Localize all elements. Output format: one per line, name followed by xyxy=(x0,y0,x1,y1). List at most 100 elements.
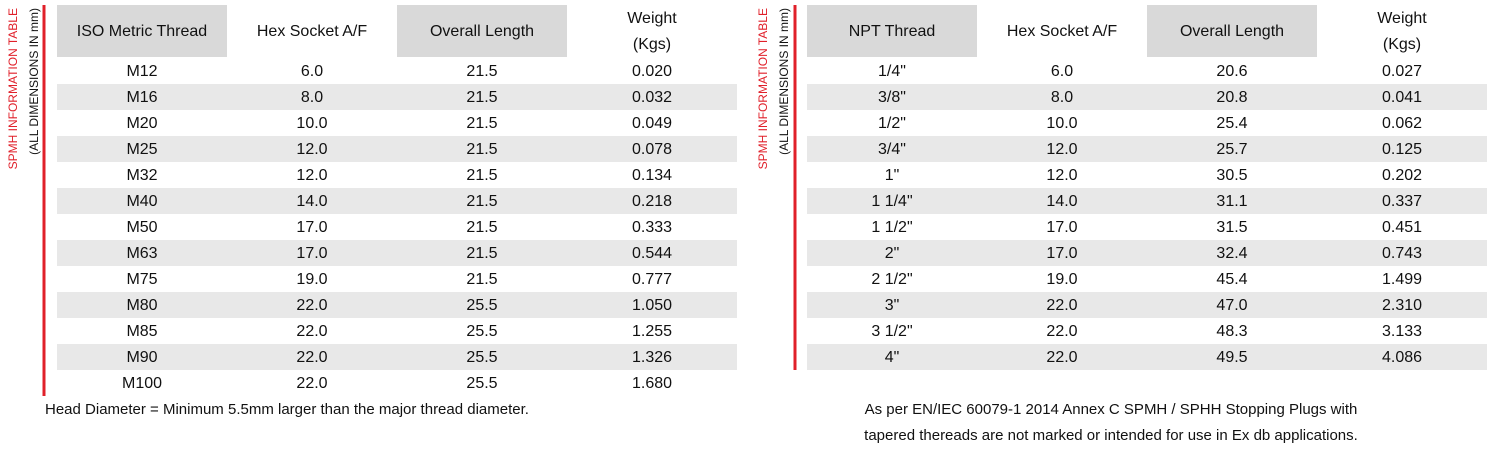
row-background xyxy=(807,214,1487,240)
table-cell: 1" xyxy=(885,167,900,184)
table-cell: 25.5 xyxy=(466,297,497,314)
table-cell: 47.0 xyxy=(1216,297,1247,314)
side-label: SPMH INFORMATION TABLE xyxy=(756,8,770,169)
table-cell: 0.134 xyxy=(632,167,672,184)
table-cell: 22.0 xyxy=(1046,349,1077,366)
column-header: (Kgs) xyxy=(1383,36,1421,53)
table-cell: 22.0 xyxy=(296,297,327,314)
table-cell: 21.5 xyxy=(466,89,497,106)
table-cell: M90 xyxy=(126,349,157,366)
row-background xyxy=(57,370,737,396)
row-background xyxy=(807,292,1487,318)
header-cell xyxy=(1317,5,1487,57)
table-cell: 1/4" xyxy=(878,63,906,80)
table-cell: 21.5 xyxy=(466,193,497,210)
row-background xyxy=(807,344,1487,370)
row-background xyxy=(807,162,1487,188)
table-cell: 31.5 xyxy=(1216,219,1247,236)
row-background xyxy=(807,188,1487,214)
table-cell: 12.0 xyxy=(296,141,327,158)
table-cell: 0.544 xyxy=(632,245,672,262)
column-header: Hex Socket A/F xyxy=(257,23,367,40)
table-cell: 19.0 xyxy=(296,271,327,288)
table-cell: 45.4 xyxy=(1216,271,1247,288)
row-background xyxy=(57,240,737,266)
table-cell: 1.050 xyxy=(632,297,672,314)
table-cell: 21.5 xyxy=(466,63,497,80)
column-header: ISO Metric Thread xyxy=(77,23,207,40)
table-cell: M40 xyxy=(126,193,157,210)
side-label: SPMH INFORMATION TABLE xyxy=(6,8,20,169)
table-cell: 21.5 xyxy=(466,167,497,184)
table-cell: 3" xyxy=(885,297,900,314)
footnote: Head Diameter = Minimum 5.5mm larger tha… xyxy=(45,401,529,418)
row-background xyxy=(57,110,737,136)
table-cell: 19.0 xyxy=(1046,271,1077,288)
table-cell: M16 xyxy=(126,89,157,106)
table-cell: 21.5 xyxy=(466,245,497,262)
table-cell: 3/8" xyxy=(878,89,906,106)
row-background xyxy=(57,84,737,110)
row-background xyxy=(57,318,737,344)
table-cell: 1/2" xyxy=(878,115,906,132)
table-cell: 21.5 xyxy=(466,219,497,236)
table-cell: 8.0 xyxy=(301,89,323,106)
table-cell: 48.3 xyxy=(1216,323,1247,340)
table-cell: 20.6 xyxy=(1216,63,1247,80)
column-header: Weight xyxy=(627,10,677,27)
table-cell: 0.062 xyxy=(1382,115,1422,132)
header-cell xyxy=(567,5,737,57)
column-header: Overall Length xyxy=(430,23,534,40)
row-background xyxy=(57,292,737,318)
row-background xyxy=(807,136,1487,162)
table-cell: 0.451 xyxy=(1382,219,1422,236)
header-cell xyxy=(227,5,397,57)
table-cell: 0.333 xyxy=(632,219,672,236)
row-background xyxy=(807,318,1487,344)
header-cell xyxy=(977,5,1147,57)
table-cell: M63 xyxy=(126,245,157,262)
table-cell: M25 xyxy=(126,141,157,158)
table-cell: 17.0 xyxy=(1046,245,1077,262)
table-cell: 14.0 xyxy=(296,193,327,210)
header-cell xyxy=(1147,5,1317,57)
table-cell: 1.680 xyxy=(632,375,672,392)
table-cell: M75 xyxy=(126,271,157,288)
table-cell: 1 1/4" xyxy=(871,193,912,210)
table-cell: M20 xyxy=(126,115,157,132)
table-cell: 17.0 xyxy=(296,219,327,236)
table-cell: 0.049 xyxy=(632,115,672,132)
table-cell: 25.7 xyxy=(1216,141,1247,158)
table-cell: 21.5 xyxy=(466,271,497,288)
table-cell: 0.027 xyxy=(1382,63,1422,80)
table-cell: 2 1/2" xyxy=(871,271,912,288)
table-cell: 22.0 xyxy=(1046,297,1077,314)
table-cell: 25.5 xyxy=(466,375,497,392)
table-cell: 1.326 xyxy=(632,349,672,366)
table-cell: 14.0 xyxy=(1046,193,1077,210)
table-cell: 3/4" xyxy=(878,141,906,158)
table-cell: M80 xyxy=(126,297,157,314)
table-cell: 4.086 xyxy=(1382,349,1422,366)
table-cell: 25.5 xyxy=(466,323,497,340)
row-background xyxy=(57,266,737,292)
row-background xyxy=(57,214,737,240)
footnote: tapered thereads are not marked or inten… xyxy=(864,427,1358,444)
row-background xyxy=(807,84,1487,110)
footnote: As per EN/IEC 60079-1 2014 Annex C SPMH … xyxy=(865,401,1358,418)
table-cell: 0.218 xyxy=(632,193,672,210)
table-cell: 0.202 xyxy=(1382,167,1422,184)
table-cell: 2.310 xyxy=(1382,297,1422,314)
row-background xyxy=(57,58,737,84)
table-cell: 22.0 xyxy=(296,375,327,392)
table-cell: 12.0 xyxy=(1046,141,1077,158)
table-cell: 22.0 xyxy=(296,349,327,366)
row-background xyxy=(807,58,1487,84)
table-cell: 3 1/2" xyxy=(871,323,912,340)
table-cell: 30.5 xyxy=(1216,167,1247,184)
header-cell xyxy=(807,5,977,57)
table-cell: 0.777 xyxy=(632,271,672,288)
table-cell: M12 xyxy=(126,63,157,80)
table-cell: 1.255 xyxy=(632,323,672,340)
table-cell: 8.0 xyxy=(1051,89,1073,106)
